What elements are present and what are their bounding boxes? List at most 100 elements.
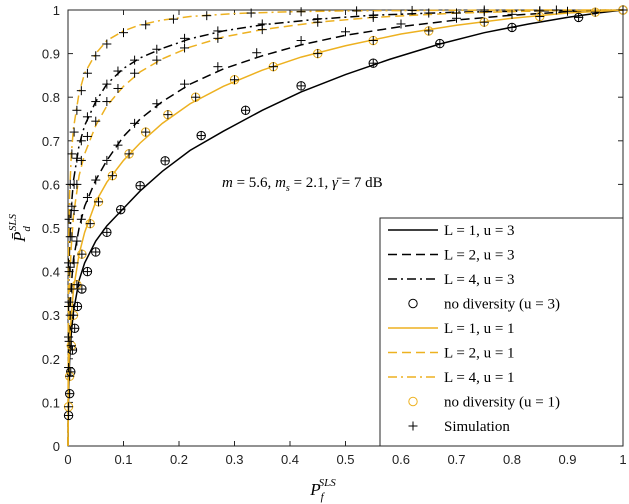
simulation-point <box>407 5 417 15</box>
simulation-point <box>241 105 251 115</box>
simulation-point <box>64 214 74 224</box>
simulation-point <box>64 332 74 342</box>
simulation-point <box>91 116 101 126</box>
simulation-point <box>113 140 123 150</box>
legend-circle-swatch <box>408 298 418 309</box>
simulation-point <box>479 17 489 27</box>
simulation-point <box>590 7 600 17</box>
simulation-point <box>368 36 378 46</box>
simulation-point <box>252 48 262 58</box>
legend-label: L = 4, u = 3 <box>444 272 515 288</box>
simulation-point <box>107 171 117 181</box>
x-tick-label: 0.3 <box>225 452 243 467</box>
y-tick-label: 0 <box>53 439 60 454</box>
legend-box <box>379 217 624 447</box>
simulation-point <box>230 75 239 85</box>
simulation-point <box>72 105 82 115</box>
simulation-point <box>168 14 178 24</box>
simulation-point <box>76 86 86 96</box>
simulation-point <box>507 9 517 19</box>
simulation-point <box>64 363 74 373</box>
x-tick-label: 0.8 <box>503 452 521 467</box>
simulation-point <box>130 118 140 128</box>
simulation-point <box>352 6 362 16</box>
simulation-point <box>85 219 95 229</box>
markers <box>63 5 628 421</box>
y-tick-label: 0.2 <box>42 352 60 367</box>
simulation-point <box>69 310 79 320</box>
simulation-point <box>72 280 82 290</box>
legend-plus-swatch <box>408 421 418 431</box>
simulation-point <box>70 323 80 333</box>
simulation-point <box>124 149 134 159</box>
parameter-annotation: m = 5.6, ms = 2.1, γ̄ = 7 dB <box>222 175 383 194</box>
y-tick-label: 0.5 <box>42 221 60 236</box>
simulation-point <box>102 227 112 237</box>
simulation-point <box>213 62 223 72</box>
simulation-point <box>66 367 76 377</box>
legend-item: L = 4, u = 1 <box>388 370 515 386</box>
simulation-point <box>64 301 74 311</box>
simulation-point <box>535 6 545 16</box>
simulation-point <box>574 12 584 22</box>
simulation-point <box>213 33 223 43</box>
simulation-point <box>91 51 101 61</box>
legend-item: L = 2, u = 1 <box>388 346 515 362</box>
simulation-point <box>72 153 82 163</box>
simulation-point <box>82 112 92 122</box>
x-tick-label: 0.1 <box>114 452 132 467</box>
simulation-point <box>152 44 162 54</box>
series-line-5 <box>67 9 624 447</box>
simulation-point <box>341 27 350 37</box>
legend: L = 1, u = 3 L = 2, u = 3 L = 4, u = 3 no d… <box>379 217 624 447</box>
simulation-point <box>76 136 86 146</box>
y-tick-label: 0.8 <box>42 90 60 105</box>
simulation-point <box>113 66 123 76</box>
simulation-point <box>296 36 306 46</box>
legend-item: no diversity (u = 1) <box>408 395 560 411</box>
simulation-point <box>64 410 74 420</box>
simulation-point <box>116 205 126 215</box>
simulation-point <box>82 192 92 202</box>
x-tick-label: 0.6 <box>392 452 410 467</box>
simulation-point <box>69 127 79 137</box>
x-tick-label: 1 <box>619 452 626 467</box>
simulation-point <box>64 402 74 412</box>
simulation-point <box>69 206 79 216</box>
legend-label: L = 2, u = 1 <box>444 346 515 362</box>
simulation-point <box>102 79 112 89</box>
simulation-point <box>77 284 87 294</box>
legend-label: no diversity (u = 1) <box>444 395 560 411</box>
simulation-point <box>82 267 92 277</box>
simulation-point <box>76 155 86 165</box>
legend-item: no diversity (u = 3) <box>408 297 560 313</box>
simulation-point <box>257 25 267 35</box>
simulation-point <box>507 22 517 32</box>
x-tick-label: 0 <box>64 452 71 467</box>
simulation-point <box>452 8 461 18</box>
simulation-point <box>479 5 489 15</box>
simulation-point <box>67 284 77 294</box>
legend-item: L = 1, u = 1 <box>388 321 515 337</box>
simulation-point <box>94 197 104 207</box>
legend-label: L = 2, u = 3 <box>444 248 515 264</box>
x-tick-label: 0.2 <box>170 452 188 467</box>
simulation-point <box>113 83 123 93</box>
simulation-point <box>152 99 162 109</box>
simulation-point <box>191 92 201 102</box>
y-tick-label: 0.6 <box>42 177 60 192</box>
simulation-point <box>130 55 140 65</box>
simulation-point <box>102 39 112 49</box>
y-tick-label: 0.9 <box>42 47 60 62</box>
y-tick-label: 0.3 <box>42 308 60 323</box>
legend-item: L = 4, u = 3 <box>388 272 515 288</box>
simulation-point <box>424 8 434 18</box>
simulation-point <box>91 175 101 185</box>
simulation-point <box>77 249 87 259</box>
x-tick-label: 0.7 <box>447 452 465 467</box>
simulation-point <box>296 7 306 17</box>
legend-item: Simulation <box>408 419 510 435</box>
simulation-point <box>424 26 434 36</box>
simulation-point <box>313 17 323 27</box>
